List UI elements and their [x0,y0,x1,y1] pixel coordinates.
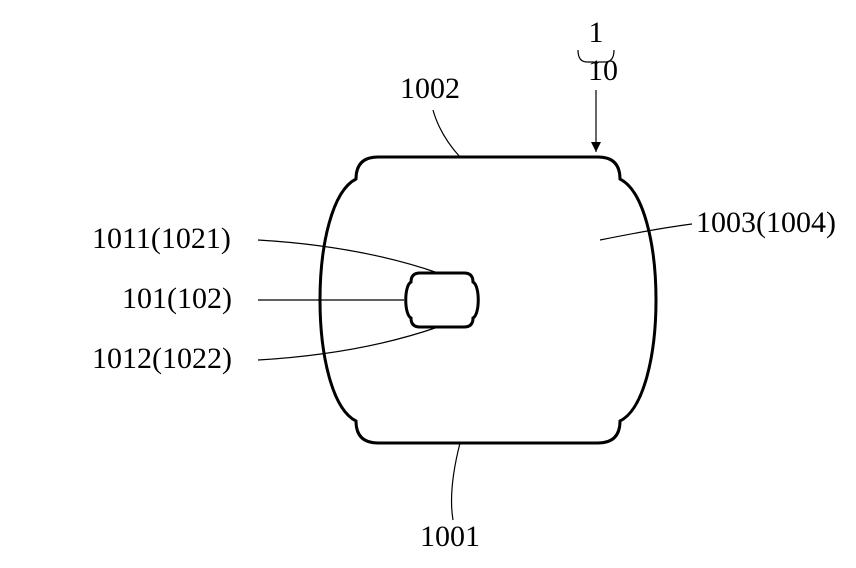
leader-1003-1004 [600,224,692,240]
label-l-101-102: 101(102) [122,282,232,315]
leader-1001 [452,443,460,520]
label-l-1003-1004: 1003(1004) [696,206,836,239]
inner-body-outline [406,273,479,327]
label-l-1011-1021: 1011(1021) [92,222,231,255]
leader-1011-1021 [258,240,438,273]
arrowhead-icon [591,142,601,152]
leader-1012-1022 [258,327,438,360]
diagram-canvas: 1 10 1002 1003(1004) 1001 1011(1021) 101(102) 1… [0,0,856,568]
label-l-1002: 1002 [400,72,460,105]
leader-1002 [433,110,460,157]
label-l-1001: 1001 [420,520,480,553]
label-l-1012-1022: 1012(1022) [92,342,232,375]
label-10: 10 [588,54,618,87]
label-1: 1 [589,16,604,49]
